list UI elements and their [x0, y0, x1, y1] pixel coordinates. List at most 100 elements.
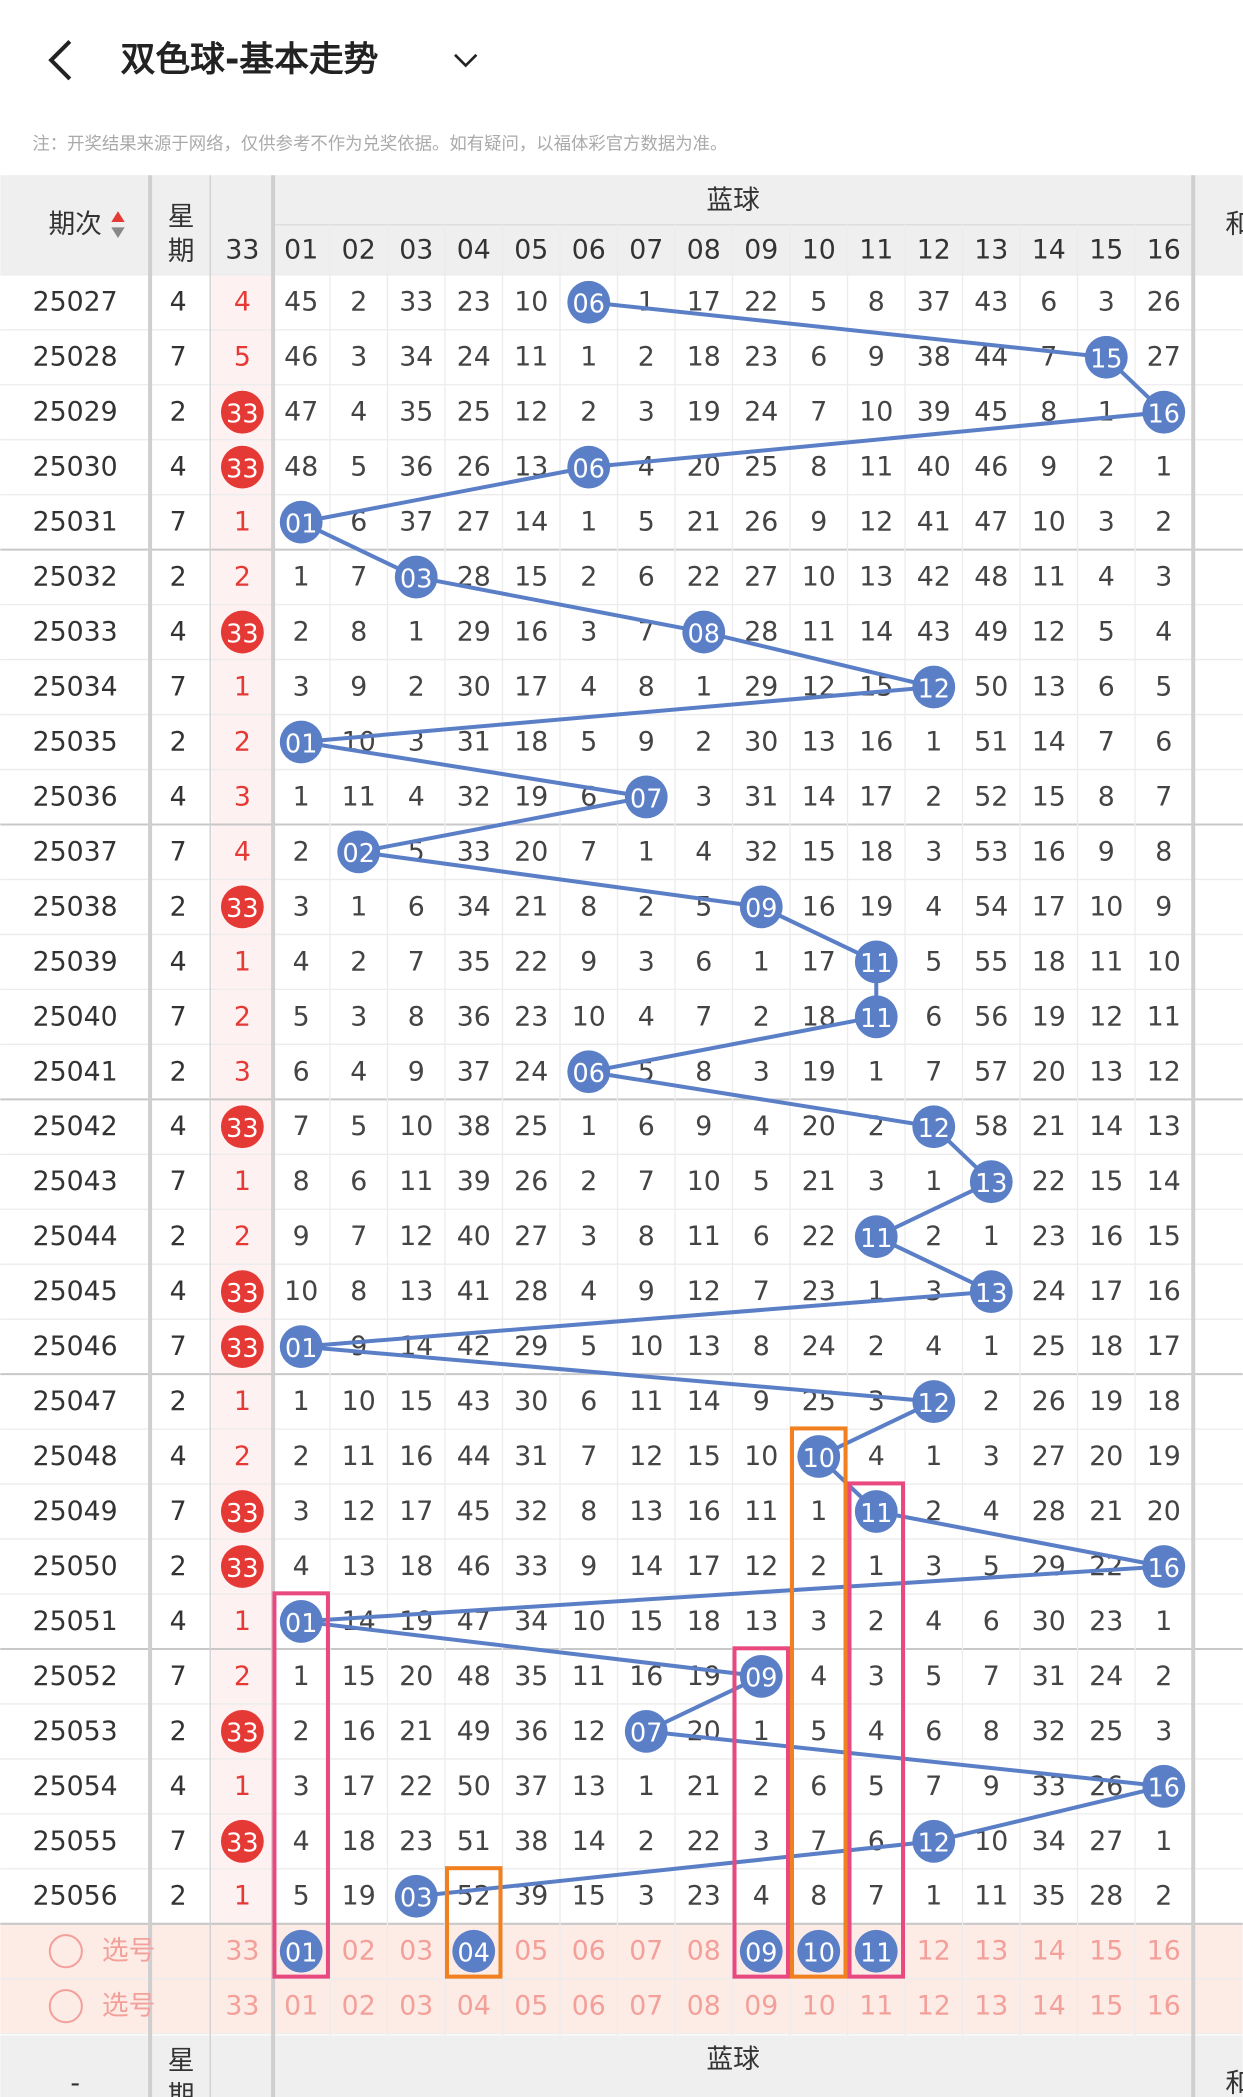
miss-count: 8 — [580, 1496, 597, 1527]
miss-count: 11 — [572, 1661, 606, 1692]
ball — [220, 1270, 264, 1314]
miss-count: 3 — [753, 1056, 770, 1087]
ball — [739, 1654, 783, 1698]
miss-count: 30 — [744, 726, 778, 757]
miss-count: 13 — [1147, 1111, 1181, 1142]
miss-count: 32 — [457, 781, 491, 812]
miss-count: 3 — [695, 781, 712, 812]
ball-number: 33 — [226, 1113, 258, 1143]
miss-count: 2 — [1155, 1881, 1172, 1912]
select-number: 12 — [917, 1991, 951, 2022]
miss-count: 6 — [293, 1056, 310, 1087]
ball-number: 12 — [918, 1113, 950, 1143]
miss-count: 17 — [399, 1496, 433, 1527]
miss-count: 35 — [457, 946, 491, 977]
dropdown-arrow[interactable] — [454, 53, 478, 68]
weekday: 2 — [170, 1056, 187, 1087]
miss-count: 9 — [350, 672, 367, 703]
ball — [452, 1929, 496, 1973]
ball-number: 01 — [285, 1608, 317, 1638]
miss-count: 3 — [810, 1606, 827, 1637]
miss-count: 1 — [1155, 1826, 1172, 1857]
period: 25053 — [33, 1716, 118, 1747]
miss-count: 20 — [1089, 1441, 1123, 1472]
miss-count: 1 — [293, 562, 310, 593]
ball — [279, 720, 323, 764]
sort-icon — [111, 211, 125, 223]
miss-count: 1 — [234, 1166, 251, 1197]
miss-count: 51 — [457, 1826, 491, 1857]
page-title[interactable]: 双色球-基本走势 — [121, 40, 379, 80]
select-number: 02 — [342, 1991, 376, 2022]
miss-count: 4 — [638, 1001, 655, 1032]
ball-number: 16 — [1148, 1773, 1180, 1803]
miss-count: 46 — [284, 342, 318, 373]
miss-count: 4 — [293, 946, 310, 977]
ball — [969, 1160, 1013, 1204]
miss-count: 19 — [859, 891, 893, 922]
miss-count: 7 — [350, 562, 367, 593]
highlight-box — [790, 1426, 848, 1979]
miss-count: 7 — [350, 1221, 367, 1252]
miss-count: 8 — [1040, 397, 1057, 428]
ball — [969, 1270, 1013, 1314]
weekday: 7 — [170, 1331, 187, 1362]
miss-count: 5 — [234, 342, 251, 373]
miss-count: 9 — [695, 1111, 712, 1142]
miss-count: 21 — [399, 1716, 433, 1747]
miss-count: 17 — [342, 1771, 376, 1802]
ball — [567, 1050, 611, 1094]
miss-count: 39 — [917, 397, 951, 428]
miss-count: 10 — [687, 1166, 721, 1197]
miss-count: 9 — [350, 1331, 367, 1362]
miss-count: 19 — [687, 1661, 721, 1692]
ball-number: 33 — [226, 1718, 258, 1748]
period: 25037 — [33, 836, 118, 867]
miss-count: 4 — [868, 1441, 885, 1472]
red-col-header: 33 — [225, 235, 259, 266]
miss-count: 34 — [514, 1606, 548, 1637]
miss-count: 1 — [868, 1056, 885, 1087]
period: 25027 — [33, 287, 118, 318]
miss-count: 26 — [457, 452, 491, 483]
ball-number: 33 — [226, 1498, 258, 1528]
miss-count: 17 — [859, 781, 893, 812]
miss-count: 1 — [753, 946, 770, 977]
miss-count: 12 — [342, 1496, 376, 1527]
miss-count: 8 — [810, 452, 827, 483]
select-number: 10 — [802, 1991, 836, 2022]
ball — [624, 775, 668, 819]
miss-count: 13 — [1032, 672, 1066, 703]
miss-count: 43 — [457, 1386, 491, 1417]
miss-count: 11 — [629, 1386, 663, 1417]
period: 25046 — [33, 1331, 118, 1362]
miss-count: 10 — [514, 287, 548, 318]
ball — [912, 1819, 956, 1863]
miss-count: 3 — [868, 1166, 885, 1197]
miss-count: 5 — [638, 507, 655, 538]
miss-count: 4 — [350, 397, 367, 428]
miss-count: 8 — [638, 672, 655, 703]
miss-count: 1 — [925, 1441, 942, 1472]
miss-count: 8 — [638, 1221, 655, 1252]
miss-count: 12 — [1147, 1056, 1181, 1087]
miss-count: 40 — [457, 1221, 491, 1252]
miss-count: 12 — [687, 1276, 721, 1307]
miss-count: 11 — [687, 1221, 721, 1252]
miss-count: 1 — [925, 1881, 942, 1912]
miss-count: 44 — [457, 1441, 491, 1472]
miss-count: 2 — [293, 1716, 310, 1747]
select-toggle[interactable] — [48, 1989, 83, 2024]
select-number: 09 — [744, 1991, 778, 2022]
back-button[interactable] — [48, 40, 72, 81]
miss-count: 2 — [350, 287, 367, 318]
miss-count: 1 — [234, 1606, 251, 1637]
miss-count: 6 — [810, 1771, 827, 1802]
weekday: 4 — [170, 452, 187, 483]
miss-count: 22 — [802, 1221, 836, 1252]
period: 25036 — [33, 781, 118, 812]
select-toggle[interactable] — [48, 1934, 83, 1969]
blue-col-header: 01 — [284, 235, 318, 266]
miss-count: 15 — [687, 1441, 721, 1472]
miss-count: 6 — [638, 1111, 655, 1142]
